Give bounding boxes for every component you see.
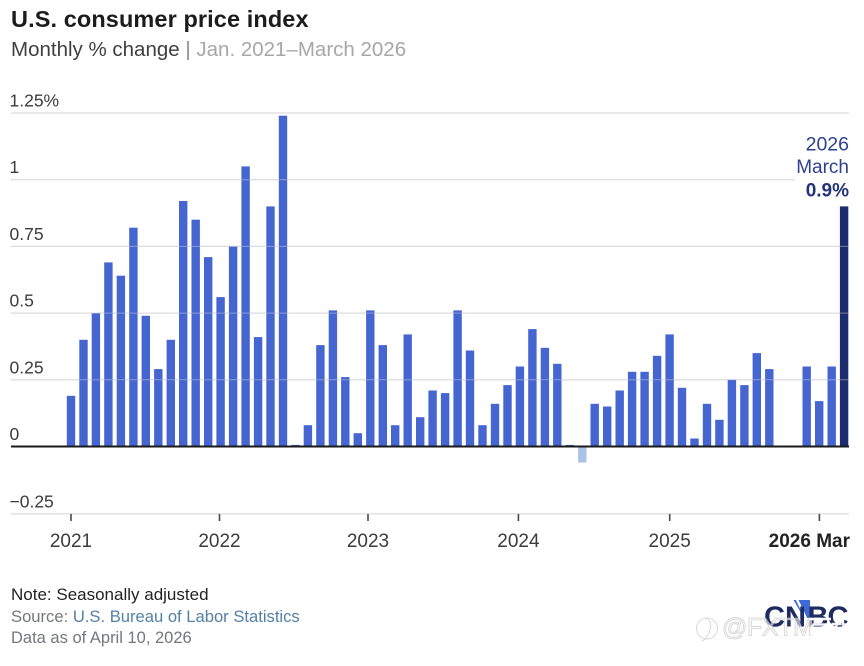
svg-text:0.9%: 0.9%	[806, 181, 849, 202]
svg-text:1: 1	[10, 157, 20, 177]
svg-text:2025: 2025	[649, 531, 691, 552]
svg-text:−0.25: −0.25	[10, 491, 54, 511]
svg-text:2021: 2021	[50, 531, 92, 552]
svg-text:2023: 2023	[347, 531, 389, 552]
svg-text:@FXTM: @FXTM	[722, 614, 813, 642]
svg-text:N: N	[785, 602, 806, 634]
svg-text:2026: 2026	[806, 134, 849, 156]
svg-text:2024: 2024	[497, 531, 540, 552]
svg-text:2022: 2022	[198, 531, 240, 552]
svg-text:C: C	[764, 602, 785, 634]
svg-text:C: C	[828, 602, 849, 634]
svg-text:2026 Mar: 2026 Mar	[769, 531, 851, 552]
svg-text:1.25%: 1.25%	[10, 91, 60, 111]
svg-text:March: March	[796, 157, 849, 178]
svg-text:0.5: 0.5	[10, 291, 34, 311]
svg-text:0.75: 0.75	[10, 224, 44, 244]
svg-text:0.25: 0.25	[10, 357, 44, 377]
svg-text:0: 0	[10, 424, 20, 444]
